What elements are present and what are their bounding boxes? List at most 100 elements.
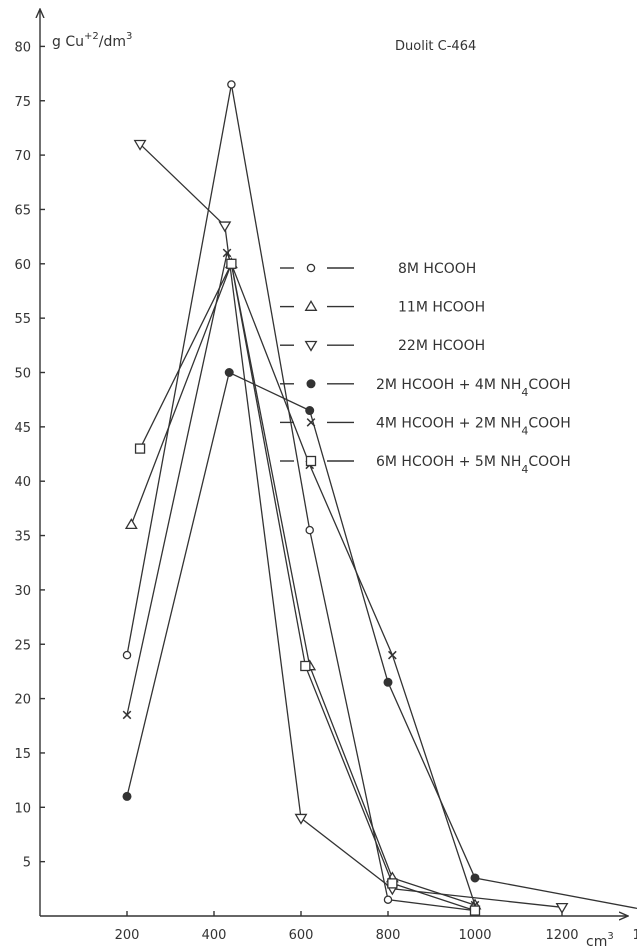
marker-square-open [300,660,311,672]
marker-circle-filled [306,379,316,389]
data-point [306,379,316,389]
series-1 [122,80,480,915]
y-label-unit: /dm [99,34,126,50]
y-label-superscript: +2 [84,31,99,42]
marker-square-open [226,258,237,269]
series-2 [124,257,482,910]
data-point [226,258,237,269]
x-tick-label: 200 [115,928,140,943]
y-tick-label: 30 [14,584,31,599]
series-6 [134,258,481,916]
x-label-exponent: 3 [607,931,613,942]
marker-triangle-down [555,902,569,914]
data-point [304,340,318,352]
marker-circle-open [306,263,316,273]
series-line [126,371,637,910]
x-axis-label: cm3 [586,931,614,949]
series-4 [122,368,637,910]
y-tick-label: 40 [14,475,31,490]
chart-title: Duolit C-464 [395,39,476,54]
data-point [122,650,132,660]
marker-x-stroke [222,248,232,258]
y-tick-label: 10 [14,801,31,816]
marker-circle-filled [470,873,480,883]
legend-item: 2M HCOOH + 4M NH4COOH [280,377,571,399]
x-tick-label: 1200 [545,928,578,943]
y-axis-label: g Cu+2/dm3 [52,31,132,50]
data-point [555,902,569,914]
x-tick-label: 400 [202,928,227,943]
marker-triangle-down [218,221,232,233]
marker-circle-filled [383,677,393,687]
data-point [294,813,308,825]
data-point [306,263,316,273]
data-point [388,650,397,660]
marker-circle-filled [122,791,132,801]
marker-triangle-down [294,813,308,825]
y-tick-label: 25 [14,638,31,653]
data-point [305,525,314,535]
legend-item: 22M HCOOH [280,338,485,354]
legend-label: 11M HCOOH [398,300,485,316]
marker-triangle-down [304,340,318,352]
series-line [139,143,563,908]
data-point [300,660,311,672]
marker-square-open [387,878,398,889]
marker-circle-open [305,525,314,535]
marker-triangle-up [124,518,138,530]
y-tick-label: 50 [14,367,31,382]
data-point [227,80,236,89]
data-point [124,518,138,530]
marker-circle-open [122,650,132,660]
series-line [130,261,476,906]
series-line [139,261,476,912]
data-point [305,406,315,416]
marker-circle-open [383,895,393,904]
axes: 200 400 600 800 1000 1200 1400 5 10 15 20 25 30 35 40 4… [14,10,637,943]
data-point [387,878,398,889]
y-tick-label: 65 [14,203,31,218]
data-point [222,248,232,258]
data-point [122,791,132,801]
data-point [470,873,480,883]
data-point [383,895,393,904]
y-tick-label: 20 [14,693,31,708]
series-group [122,80,637,916]
marker-square-open [305,455,317,467]
marker-triangle-up [304,300,318,311]
marker-circle-filled [305,406,315,416]
data-point [383,677,393,687]
y-tick-label: 75 [14,95,31,110]
data-point [224,368,234,377]
marker-triangle-down [133,139,147,151]
y-tick-label: 70 [14,149,31,164]
data-point [304,300,318,311]
x-tick-label: 800 [376,928,401,943]
x-tick-label: 600 [289,928,314,943]
series-line [126,84,476,912]
legend-label: 6M HCOOH + 5M NH4COOH [376,454,571,476]
data-point [133,139,147,151]
marker-circle-filled [224,368,234,377]
marker-x-stroke [306,418,316,427]
data-point [218,221,232,233]
marker-x-stroke [122,710,132,720]
legend: 8M HCOOH 11M HCOOH 22M HCOOH 2M HCOOH + 4M … [280,261,571,476]
data-point [134,443,146,454]
legend-label: 8M HCOOH [398,261,476,277]
legend-item: 4M HCOOH + 2M NH4COOH [280,415,571,437]
y-tick-label: 15 [14,747,31,762]
marker-circle-open [227,80,236,89]
data-point [305,455,317,467]
legend-item: 6M HCOOH + 5M NH4COOH [280,454,571,476]
marker-square-open [469,905,481,916]
data-point [306,418,316,427]
y-tick-label: 80 [14,40,31,55]
legend-label: 2M HCOOH + 4M NH4COOH [376,377,571,399]
y-tick-label: 5 [23,856,31,871]
x-tick-label: 1400 [632,928,637,943]
x-tick-label: 1000 [458,928,491,943]
legend-item: 11M HCOOH [280,300,485,316]
data-point [122,710,132,720]
